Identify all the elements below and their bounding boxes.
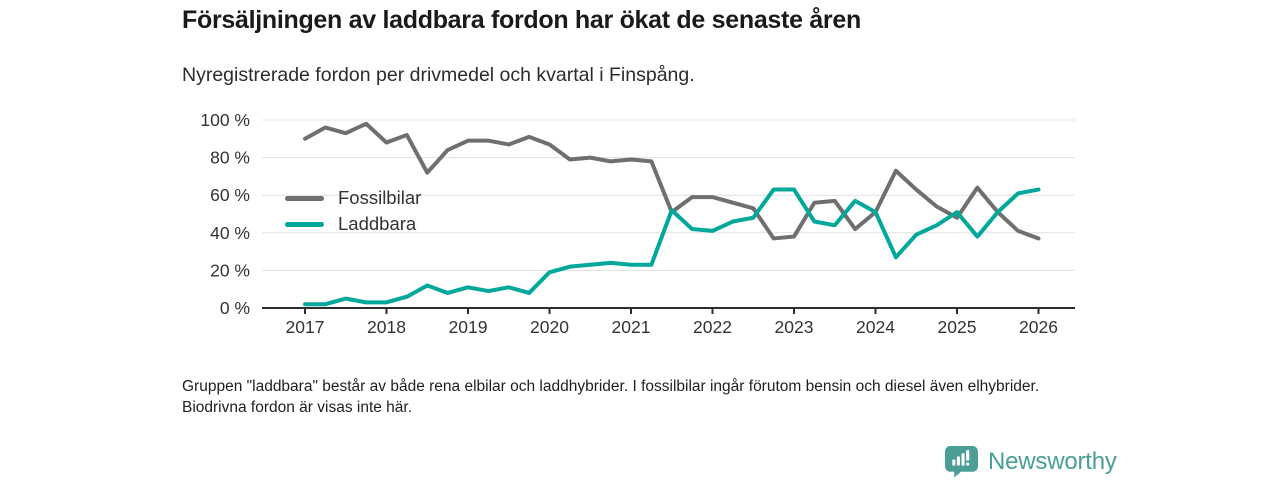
x-axis-label: 2026 [1019, 317, 1058, 337]
laddbara-line-swatch [285, 221, 324, 227]
chart-legend: Fossilbilar Laddbara [285, 185, 421, 237]
series-line-laddbara [303, 187, 1041, 307]
x-axis-label: 2025 [938, 317, 977, 337]
x-axis-label: 2024 [856, 317, 895, 337]
legend-item-laddbara: Laddbara [285, 211, 421, 237]
x-axis-label: 2022 [693, 317, 732, 337]
y-axis-label: 60 % [210, 185, 250, 205]
logo-text: Newsworthy [988, 447, 1117, 475]
line-chart: 0 % 20 % 40 % 60 % 80 % 100 % 2017 2018 2019 2020… [170, 100, 1090, 345]
fossilbilar-line-swatch [285, 195, 324, 201]
y-axis-label: 100 % [200, 110, 250, 130]
x-axis-label: 2018 [367, 317, 406, 337]
x-axis-label: 2023 [775, 317, 814, 337]
y-axis-label: 0 % [220, 298, 250, 318]
legend-label-fossilbilar: Fossilbilar [338, 187, 422, 208]
chart-subtitle: Nyregistrerade fordon per drivmedel och … [182, 64, 695, 86]
x-axis-label: 2019 [449, 317, 488, 337]
newsworthy-logo: Newsworthy [944, 445, 1117, 478]
line-chart-canvas: 0 % 20 % 40 % 60 % 80 % 100 % 2017 2018 2019 2020… [200, 110, 1075, 337]
chart-title: Försäljningen av laddbara fordon har öka… [182, 6, 861, 34]
legend-item-fossilbilar: Fossilbilar [285, 185, 421, 211]
x-axis-label: 2017 [286, 317, 325, 337]
x-axis-label: 2020 [530, 317, 569, 337]
y-axis-label: 20 % [210, 260, 250, 280]
y-axis-label: 80 % [210, 148, 250, 168]
x-axis-label: 2021 [612, 317, 651, 337]
bar-chart-speech-bubble-icon [945, 446, 978, 478]
legend-label-laddbara: Laddbara [338, 213, 417, 234]
y-axis-label: 40 % [210, 223, 250, 243]
chart-footnote: Gruppen "laddbara" består av både rena e… [182, 378, 1040, 417]
